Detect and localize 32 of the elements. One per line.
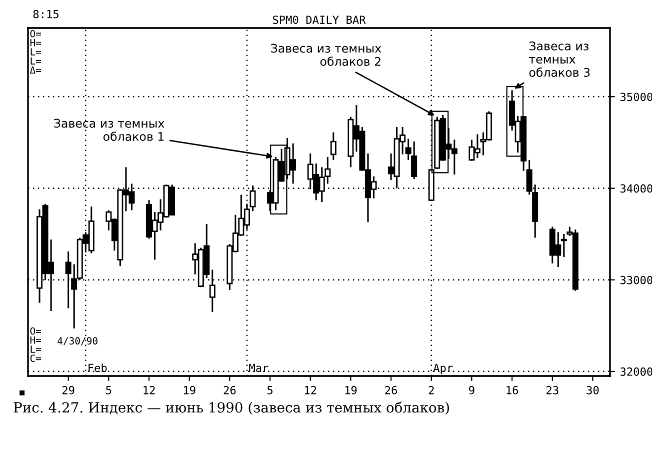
x-tick-label: 26	[385, 386, 397, 394]
x-tick-label: 19	[184, 386, 196, 394]
candlestick	[560, 233, 567, 258]
annotation: 4/30/90	[58, 337, 98, 346]
ref-line-label: Mar	[249, 364, 268, 372]
ref-line-label: Feb	[88, 364, 107, 372]
x-tick-label: 26	[224, 386, 236, 394]
text: ■	[20, 390, 25, 396]
y-tick-label: 32000	[620, 367, 652, 376]
x-tick-label: 9	[469, 386, 474, 394]
annotation: Завеса из темных облаков 2	[271, 44, 382, 66]
x-tick-label: 29	[62, 386, 74, 394]
x-tick-label: 5	[267, 386, 272, 394]
y-tick-label: 35000	[620, 92, 652, 102]
x-tick-label: 5	[106, 386, 112, 394]
x-tick-label: 19	[345, 386, 357, 394]
annotation: O= H= L= C=	[30, 327, 42, 362]
annotation: O= H= L= L= Δ=	[30, 30, 42, 74]
x-tick-label: 23	[546, 386, 558, 394]
text: Рис. 4.27. Индекс — июнь 1990 (завеса из темных облаков)	[14, 402, 449, 415]
annotation: Завеса из темных облаков 3	[529, 42, 590, 77]
x-tick-label: 12	[305, 386, 316, 394]
annotation: Завеса из темных облаков 1	[54, 118, 164, 141]
y-tick-label: 34000	[620, 184, 652, 193]
chart-title: SPM0 DAILY BAR	[272, 16, 366, 24]
text: 8:15	[33, 10, 58, 18]
x-tick-label: 16	[506, 386, 518, 394]
x-tick-label: 2	[428, 386, 434, 394]
x-tick-label: 12	[144, 386, 155, 394]
candlestick	[330, 132, 336, 161]
x-tick-label: 30	[586, 386, 599, 394]
y-tick-label: 33000	[620, 276, 652, 284]
